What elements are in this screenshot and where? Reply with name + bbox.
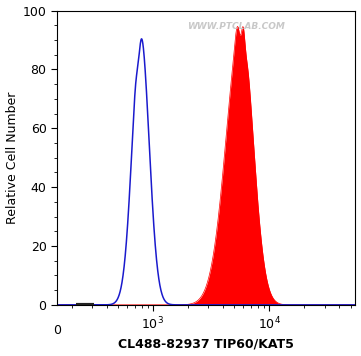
Text: 0: 0 bbox=[53, 324, 61, 337]
Y-axis label: Relative Cell Number: Relative Cell Number bbox=[5, 91, 18, 224]
Text: WWW.PTCLAB.COM: WWW.PTCLAB.COM bbox=[187, 22, 285, 31]
X-axis label: CL488-82937 TIP60/KAT5: CL488-82937 TIP60/KAT5 bbox=[118, 337, 294, 350]
